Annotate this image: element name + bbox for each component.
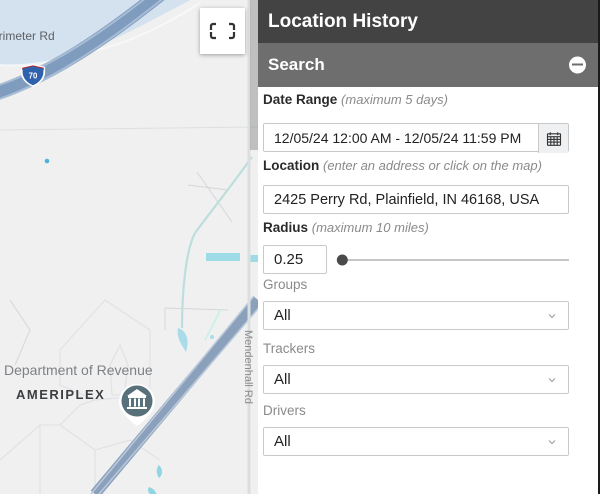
svg-text:70: 70 [29, 72, 38, 81]
